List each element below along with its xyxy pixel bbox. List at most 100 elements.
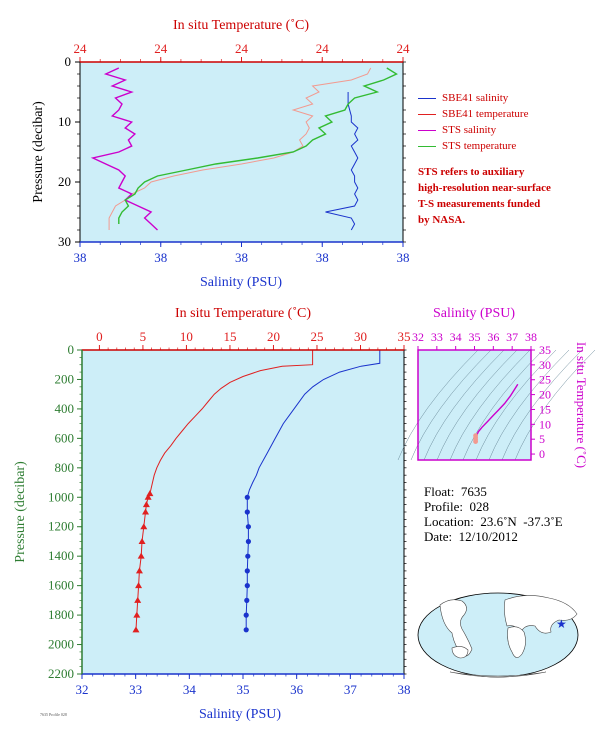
ts-isopycnal	[423, 349, 505, 461]
top-pressure-tick-label: 30	[58, 234, 71, 249]
note-line: high-resolution near-surface	[418, 182, 551, 194]
credit-text: 7635 Profile 028	[40, 712, 67, 717]
bottom-sal-tick-label: 38	[398, 682, 411, 697]
top-temp-tick-label: 24	[316, 41, 330, 56]
bottom-temperature-marker	[138, 537, 146, 544]
float-info: Float: 7635 Profile: 028 Location: 23.6˚…	[424, 484, 563, 544]
bottom-salinity-marker	[244, 583, 250, 589]
ts-temp-tick-label: 35	[539, 343, 551, 357]
bottom-temp-tick-label: 15	[223, 329, 236, 344]
legend-label: STS temperature	[442, 140, 517, 152]
bottom-pressure-axis-title: Pressure (decibar)	[13, 461, 28, 563]
bottom-pressure-tick-label: 200	[55, 371, 75, 386]
legend-swatch	[418, 113, 436, 115]
ts-sal-tick-label: 34	[450, 330, 462, 344]
bottom-pressure-ticks: 0 200 400 600 800 1000 1200 1400 1600 1800 2000 220…	[48, 342, 407, 681]
top-sal-tick-label: 38	[316, 250, 329, 265]
bottom-temperature-marker	[134, 596, 142, 603]
ts-isopycnal	[488, 349, 570, 461]
ts-sal-tick-label: 38	[525, 330, 537, 344]
top-pressure-tick-label: 20	[58, 174, 71, 189]
legend-swatch	[418, 97, 436, 99]
bottom-sal-tick-label: 32	[76, 682, 89, 697]
bottom-temperature-marker	[132, 626, 140, 633]
map-landmass-eurasia	[504, 595, 578, 634]
bottom-pressure-tick-label: 600	[55, 430, 75, 445]
sts-note: STS refers to auxiliary high-resolution …	[418, 164, 598, 228]
top-series-line	[90, 67, 158, 231]
legend-swatch	[418, 129, 436, 131]
legend-label: SBE41 temperature	[442, 108, 529, 120]
bottom-temperature-line	[135, 350, 314, 630]
ts-isopycnal	[449, 349, 531, 461]
note-line: by NASA.	[418, 214, 466, 226]
ts-temp-tick-label: 15	[539, 402, 551, 416]
bottom-pressure-tick-label: 0	[68, 342, 75, 357]
top-sal-tick-label: 38	[235, 250, 248, 265]
bottom-pressure-tick-label: 1600	[48, 578, 74, 593]
ts-isopycnal	[501, 349, 583, 461]
bottom-temp-tick-label: 5	[140, 329, 147, 344]
bottom-temperature-marker	[144, 493, 152, 500]
bottom-temperature-marker	[142, 501, 150, 508]
bottom-sal-tick-label: 35	[237, 682, 250, 697]
float-id: Float: 7635	[424, 484, 487, 499]
ts-sal-tick-label: 32	[412, 330, 424, 344]
ts-temp-tick-label: 25	[539, 373, 551, 387]
top-temp-axis-title: In situ Temperature (˚C)	[173, 18, 309, 33]
bottom-sal-tick-label: 33	[129, 682, 142, 697]
note-line: T-S measurements funded	[418, 198, 541, 210]
top-series-line	[118, 67, 398, 224]
top-pressure-ticks: 0 10 20 30	[58, 54, 406, 249]
top-pressure-axis-title: Pressure (decibar)	[31, 101, 46, 203]
bottom-temp-ticks: 0 5 10 15 20 25 30 35	[96, 329, 411, 350]
ts-series	[473, 383, 519, 444]
bottom-salinity-marker	[243, 612, 249, 618]
bottom-pressure-tick-label: 1000	[48, 489, 74, 504]
bottom-temperature-marker	[135, 582, 143, 589]
bottom-salinity-marker	[244, 597, 250, 604]
bottom-pressure-tick-label: 1200	[48, 519, 74, 534]
bottom-temp-tick-label: 25	[310, 329, 323, 344]
map-continents	[439, 595, 578, 678]
bottom-sal-tick-label: 34	[183, 682, 197, 697]
map-landmass-australia	[451, 646, 469, 659]
top-pressure-tick-label: 10	[58, 114, 71, 129]
bottom-pressure-tick-label: 400	[55, 401, 75, 416]
bottom-pressure-tick-label: 800	[55, 460, 75, 475]
legend-label: SBE41 salinity	[442, 92, 509, 104]
bottom-plot-area	[82, 350, 404, 674]
top-temp-tick-label: 24	[154, 41, 168, 56]
bottom-temp-tick-label: 30	[354, 329, 367, 344]
bottom-salinity-marker	[244, 494, 250, 500]
top-sal-ticks: 38 38 38 38 38	[74, 242, 410, 265]
location: Location: 23.6˚N -37.3˚E	[424, 514, 563, 529]
legend-item-sts-temperature: STS temperature	[418, 138, 598, 154]
ts-isopycnal	[436, 349, 518, 461]
bottom-temp-tick-label: 0	[96, 329, 103, 344]
bottom-temp-tick-label: 20	[267, 329, 280, 344]
ts-isopycnals	[397, 349, 596, 461]
top-sal-tick-label: 38	[74, 250, 87, 265]
top-series-line	[325, 92, 359, 231]
world-map: ★	[417, 592, 579, 678]
bottom-salinity-marker	[245, 538, 251, 545]
bottom-pressure-tick-label: 2200	[48, 666, 74, 681]
bottom-salinity-marker	[243, 627, 249, 633]
bottom-panel: In situ Temperature (˚C) Salinity (PSU) …	[13, 306, 411, 722]
bottom-pressure-tick-label: 1800	[48, 607, 74, 622]
legend-swatch	[418, 145, 436, 147]
map-landmass-antarctica	[449, 671, 547, 678]
date: Date: 12/10/2012	[424, 529, 518, 544]
top-temp-ticks: 24 24 24 24 24	[74, 41, 410, 62]
ts-isopycnal	[397, 349, 479, 461]
top-sal-tick-label: 38	[154, 250, 167, 265]
bottom-temperature-marker	[142, 508, 150, 515]
bottom-pressure-tick-label: 2000	[48, 637, 74, 652]
ts-isopycnal	[475, 349, 557, 461]
legend-item-sbe41-temperature: SBE41 temperature	[418, 106, 598, 122]
bottom-sal-ticks: 32 33 34 35 36 37 38	[76, 674, 411, 697]
ts-temp-tick-label: 5	[539, 432, 545, 446]
ts-sal-tick-label: 35	[469, 330, 481, 344]
